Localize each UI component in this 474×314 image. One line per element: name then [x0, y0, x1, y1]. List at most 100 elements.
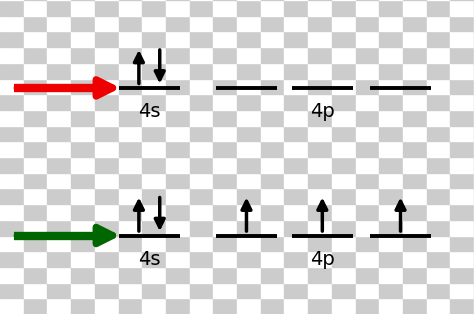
- Bar: [213, 63, 237, 78]
- Bar: [356, 141, 379, 157]
- Bar: [403, 110, 427, 126]
- Bar: [24, 94, 47, 110]
- Bar: [450, 204, 474, 220]
- Bar: [332, 94, 356, 110]
- Bar: [47, 267, 71, 283]
- Bar: [0, 173, 24, 188]
- Bar: [427, 251, 450, 267]
- Bar: [261, 283, 284, 298]
- Bar: [379, 204, 403, 220]
- Bar: [403, 220, 427, 236]
- Bar: [332, 267, 356, 283]
- Bar: [379, 298, 403, 314]
- Bar: [332, 251, 356, 267]
- Bar: [47, 94, 71, 110]
- Bar: [261, 63, 284, 78]
- Bar: [118, 157, 142, 173]
- Bar: [261, 220, 284, 236]
- Bar: [356, 31, 379, 47]
- Bar: [47, 173, 71, 188]
- Bar: [24, 110, 47, 126]
- Bar: [95, 236, 118, 251]
- Bar: [47, 126, 71, 141]
- Bar: [237, 157, 261, 173]
- Bar: [403, 236, 427, 251]
- Bar: [118, 204, 142, 220]
- Bar: [450, 188, 474, 204]
- Bar: [332, 220, 356, 236]
- Bar: [332, 204, 356, 220]
- Bar: [166, 267, 190, 283]
- Bar: [118, 173, 142, 188]
- Bar: [450, 236, 474, 251]
- Bar: [284, 141, 308, 157]
- Bar: [71, 78, 95, 94]
- Bar: [261, 251, 284, 267]
- Bar: [24, 173, 47, 188]
- Bar: [379, 283, 403, 298]
- Bar: [95, 31, 118, 47]
- Bar: [237, 298, 261, 314]
- Bar: [261, 204, 284, 220]
- Bar: [237, 47, 261, 63]
- Bar: [0, 204, 24, 220]
- Bar: [237, 78, 261, 94]
- Bar: [427, 47, 450, 63]
- Bar: [0, 63, 24, 78]
- Bar: [261, 298, 284, 314]
- Bar: [284, 0, 308, 16]
- Bar: [24, 141, 47, 157]
- Bar: [166, 16, 190, 31]
- Bar: [118, 126, 142, 141]
- Bar: [47, 16, 71, 31]
- Bar: [118, 188, 142, 204]
- Bar: [427, 173, 450, 188]
- Bar: [261, 173, 284, 188]
- Bar: [95, 204, 118, 220]
- Bar: [379, 141, 403, 157]
- Bar: [284, 188, 308, 204]
- Bar: [142, 94, 166, 110]
- Bar: [213, 94, 237, 110]
- Bar: [379, 0, 403, 16]
- Bar: [427, 31, 450, 47]
- Bar: [379, 47, 403, 63]
- Bar: [118, 298, 142, 314]
- Bar: [24, 220, 47, 236]
- Bar: [142, 283, 166, 298]
- Bar: [213, 141, 237, 157]
- Bar: [261, 110, 284, 126]
- Bar: [213, 298, 237, 314]
- Bar: [213, 110, 237, 126]
- Bar: [332, 63, 356, 78]
- Bar: [450, 267, 474, 283]
- Bar: [190, 204, 213, 220]
- Bar: [118, 94, 142, 110]
- Bar: [118, 267, 142, 283]
- Bar: [0, 110, 24, 126]
- Bar: [308, 236, 332, 251]
- Bar: [0, 188, 24, 204]
- Bar: [284, 157, 308, 173]
- Bar: [47, 31, 71, 47]
- Bar: [213, 16, 237, 31]
- Bar: [118, 78, 142, 94]
- Bar: [24, 283, 47, 298]
- Bar: [166, 298, 190, 314]
- Bar: [379, 31, 403, 47]
- Bar: [0, 78, 24, 94]
- Bar: [356, 126, 379, 141]
- Bar: [427, 220, 450, 236]
- Bar: [24, 251, 47, 267]
- Bar: [142, 173, 166, 188]
- Bar: [0, 16, 24, 31]
- Bar: [24, 16, 47, 31]
- Bar: [47, 298, 71, 314]
- Bar: [71, 110, 95, 126]
- Bar: [0, 47, 24, 63]
- Bar: [308, 173, 332, 188]
- Bar: [166, 251, 190, 267]
- Bar: [332, 16, 356, 31]
- Bar: [95, 16, 118, 31]
- Bar: [47, 188, 71, 204]
